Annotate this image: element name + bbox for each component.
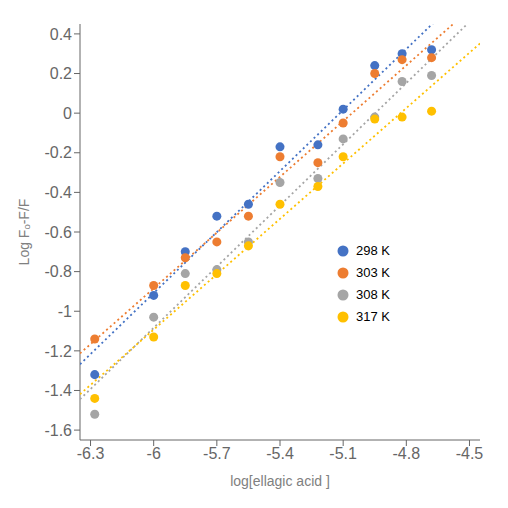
svg-text:-0.8: -0.8 [44,263,72,280]
svg-text:-6.3: -6.3 [77,445,105,462]
svg-text:-4.8: -4.8 [393,445,421,462]
svg-text:-0.4: -0.4 [44,184,72,201]
svg-text:0.2: 0.2 [50,65,72,82]
svg-text:-5.1: -5.1 [329,445,357,462]
svg-text:-1.6: -1.6 [44,422,72,439]
html-text:317 K: 317 K [356,309,390,325]
svg-text:-1.4: -1.4 [44,382,72,399]
svg-text:-1.2: -1.2 [44,343,72,360]
svg-text:-4.5: -4.5 [456,445,484,462]
html-text:303 K: 303 K [356,265,390,281]
html-text:298 K: 298 K [356,243,390,259]
svg-text:0: 0 [63,105,72,122]
svg-text:log[ellagic acid ]: log[ellagic acid ] [230,473,330,489]
svg-text:-0.6: -0.6 [44,224,72,241]
svg-text:-5.7: -5.7 [203,445,231,462]
svg-text:-1: -1 [58,303,72,320]
svg-text:-5.4: -5.4 [266,445,294,462]
svg-text:-6: -6 [147,445,161,462]
svg-text:Log Fₒ-F/F: Log Fₒ-F/F [16,199,32,266]
svg-text:-0.2: -0.2 [44,144,72,161]
html-text:308 K: 308 K [356,287,390,303]
svg-text:0.4: 0.4 [50,26,72,43]
